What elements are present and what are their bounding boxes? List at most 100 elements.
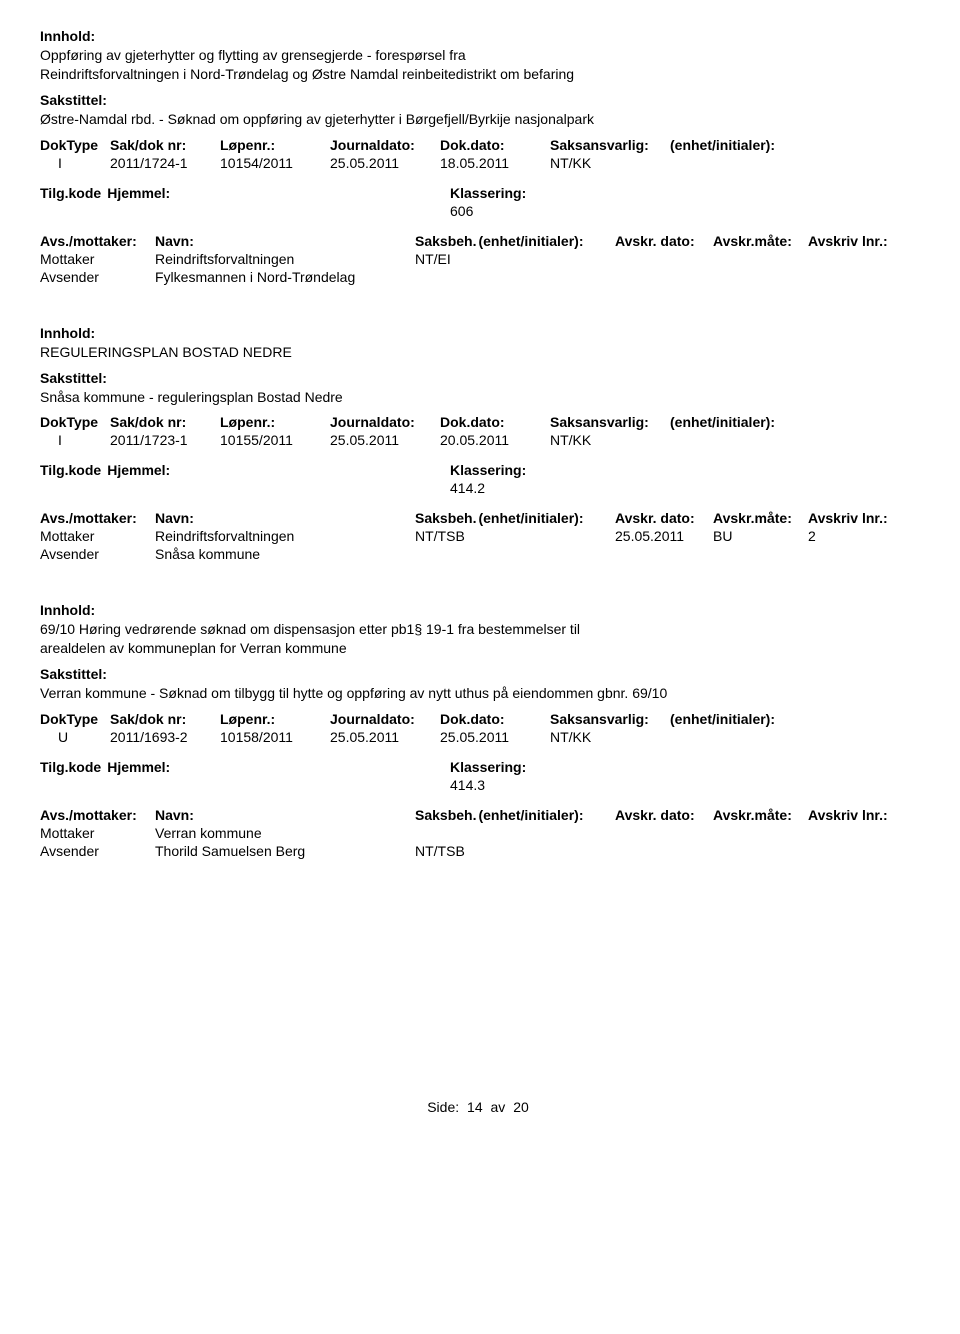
columns-header: DokTypeSak/dok nr:Løpenr.:Journaldato:Do… [40,414,920,430]
saksbeh-label: Saksbeh. [415,233,476,249]
saksbeh-enhet-label: (enhet/initialer): [478,510,583,526]
avskrmate-header: Avskr.måte: [713,233,808,249]
columns-data: I2011/1724-110154/201125.05.201118.05.20… [40,155,920,171]
party-avskrmate [713,825,808,841]
sakstittel-label: Sakstittel: [40,92,920,108]
avskrlnr-header: Avskriv lnr.: [808,510,888,526]
party-row: MottakerReindriftsforvaltningenNT/EI [40,251,920,267]
innhold-label: Innhold: [40,325,920,341]
hjemmel-header: Tilg.kodeHjemmel:Klassering: [40,462,920,478]
party-name: Reindriftsforvaltningen [155,528,415,544]
dokdato-value: 18.05.2011 [440,155,550,171]
party-avskrmate [713,546,808,562]
footer-prefix: Side: [427,1099,459,1115]
record: Innhold:69/10 Høring vedrørende søknad o… [40,602,920,859]
avsmottaker-header: Avs./mottaker: [40,807,155,823]
hjemmel-data: 414.3 [40,777,920,793]
doktype-value: I [40,155,110,171]
tilgkode-label: Tilg.kode [40,185,101,201]
saksansvarlig-value: NT/KK [550,729,670,745]
party-header: Avs./mottaker:Navn:Saksbeh.(enhet/initia… [40,233,920,249]
doktype-value: I [40,432,110,448]
party-saksbeh [415,546,615,562]
saksansvarlig-header: Saksansvarlig: [550,137,670,153]
page-footer: Side: 14 av 20 [40,1099,920,1135]
avskrmate-header: Avskr.måte: [713,807,808,823]
record: Innhold:REGULERINGSPLAN BOSTAD NEDRESaks… [40,325,920,563]
klassering-value: 606 [450,203,473,219]
lopenr-value: 10154/2011 [220,155,330,171]
dokdato-header: Dok.dato: [440,711,550,727]
tilgkode-label: Tilg.kode [40,462,101,478]
hjemmel-data: 414.2 [40,480,920,496]
columns-data: I2011/1723-110155/201125.05.201120.05.20… [40,432,920,448]
party-name: Snåsa kommune [155,546,415,562]
party-avskrdato [615,269,713,285]
dokdato-value: 25.05.2011 [440,729,550,745]
party-saksbeh: NT/EI [415,251,615,267]
journaldato-value: 25.05.2011 [330,729,440,745]
klassering-label: Klassering: [450,185,526,201]
sakdoknr-value: 2011/1693-2 [110,729,220,745]
footer-total: 20 [513,1099,529,1115]
party-avskrmate [713,269,808,285]
innhold-label: Innhold: [40,602,920,618]
party-role: Mottaker [40,825,155,841]
saksbeh-enhet-label: (enhet/initialer): [478,233,583,249]
party-saksbeh [415,825,615,841]
hjemmel-label: Hjemmel: [107,185,170,201]
sakstittel-label: Sakstittel: [40,370,920,386]
party-row: AvsenderFylkesmannen i Nord-Trøndelag [40,269,920,285]
tilgkode-hjemmel-label: Tilg.kode Hjemmel: [40,185,450,201]
sakdoknr-header: Sak/dok nr: [110,137,220,153]
party-name: Thorild Samuelsen Berg [155,843,415,859]
sakstittel-text: Østre-Namdal rbd. - Søknad om oppføring … [40,110,920,129]
party-row: MottakerReindriftsforvaltningenNT/TSB25.… [40,528,920,544]
avsmottaker-header: Avs./mottaker: [40,510,155,526]
tilgkode-label: Tilg.kode [40,759,101,775]
party-avskrdato [615,843,713,859]
avskrmate-header: Avskr.måte: [713,510,808,526]
klassering-value: 414.3 [450,777,485,793]
saksbeh-label: Saksbeh. [415,807,476,823]
dokdato-header: Dok.dato: [440,414,550,430]
columns-header: DokTypeSak/dok nr:Løpenr.:Journaldato:Do… [40,711,920,727]
hjemmel-value [40,480,450,496]
innhold-label: Innhold: [40,28,920,44]
tilgkode-hjemmel-label: Tilg.kodeHjemmel: [40,462,450,478]
doktype-header: DokType [40,414,110,430]
hjemmel-value [40,777,450,793]
party-role: Avsender [40,546,155,562]
columns-header: DokTypeSak/dok nr:Løpenr.:Journaldato:Do… [40,137,920,153]
tilgkode-hjemmel-label: Tilg.kodeHjemmel: [40,759,450,775]
record: Innhold:Oppføring av gjeterhytter og fly… [40,28,920,285]
party-name: Reindriftsforvaltningen [155,251,415,267]
party-avskrdato [615,251,713,267]
sakstittel-text: Verran kommune - Søknad om tilbygg til h… [40,684,920,703]
journaldato-header: Journaldato: [330,711,440,727]
saksbeh-header: Saksbeh.(enhet/initialer): [415,807,615,823]
footer-sep: av [491,1099,506,1115]
saksbeh-header: Saksbeh.(enhet/initialer): [415,510,615,526]
party-row: AvsenderThorild Samuelsen BergNT/TSB [40,843,920,859]
navn-header: Navn: [155,233,415,249]
hjemmel-value [40,203,450,219]
party-avskrmate [713,843,808,859]
klassering-label: Klassering: [450,462,526,478]
klassering-value: 414.2 [450,480,485,496]
avskrdato-header: Avskr. dato: [615,807,713,823]
journaldato-header: Journaldato: [330,137,440,153]
saksbeh-header: Saksbeh.(enhet/initialer): [415,233,615,249]
dokdato-value: 20.05.2011 [440,432,550,448]
sakdoknr-header: Sak/dok nr: [110,711,220,727]
party-avskrlnr: 2 [808,528,816,544]
doktype-header: DokType [40,711,110,727]
party-avskrdato: 25.05.2011 [615,528,713,544]
lopenr-header: Løpenr.: [220,137,330,153]
doktype-header: DokType [40,137,110,153]
dokdato-header: Dok.dato: [440,137,550,153]
page-container: Innhold:Oppføring av gjeterhytter og fly… [0,0,960,1135]
records-container: Innhold:Oppføring av gjeterhytter og fly… [40,28,920,859]
saksbeh-label: Saksbeh. [415,510,476,526]
sakdoknr-value: 2011/1723-1 [110,432,220,448]
